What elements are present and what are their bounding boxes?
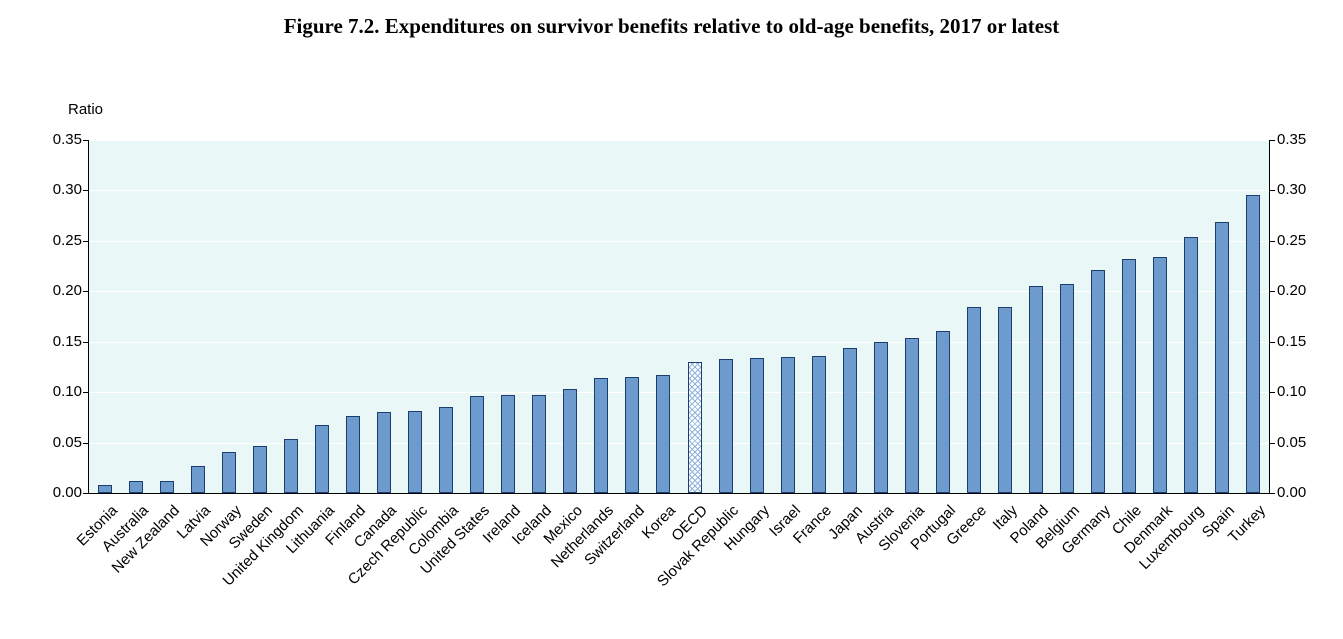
y-axis-title: Ratio [68, 101, 104, 118]
y-tick-label-left: 0.35 [52, 131, 82, 148]
bar-poland [1029, 286, 1044, 493]
y-tick-label-right: 0.35 [1277, 131, 1307, 148]
figure-title: Figure 7.2. Expenditures on survivor ben… [283, 14, 1060, 38]
bar-colombia [439, 407, 454, 493]
bar-czech-republic [408, 411, 423, 493]
bar-norway [221, 451, 236, 493]
gridline [89, 240, 1269, 242]
bar-slovak-republic [718, 358, 733, 493]
y-tick-label-left: 0.00 [52, 484, 82, 501]
y-tick-label-left: 0.25 [52, 231, 82, 249]
y-tick-label-right: 0.20 [1277, 282, 1307, 300]
axis-tick [83, 392, 89, 394]
axis-tick [1269, 190, 1275, 192]
bar-latvia [190, 465, 205, 493]
y-tick-label-left: 0.10 [52, 383, 82, 401]
gridline [89, 140, 1269, 141]
bar-estonia [97, 484, 112, 493]
bar-belgium [1060, 284, 1075, 493]
gridline [89, 392, 1269, 394]
plot-area [83, 140, 1275, 494]
axis-tick [83, 341, 89, 343]
axis-tick [83, 240, 89, 242]
bar-united-kingdom [283, 438, 298, 493]
bar-korea [656, 375, 671, 493]
axis-tick [83, 190, 89, 192]
bar-hungary [749, 357, 764, 493]
axis-tick [1269, 240, 1275, 242]
bar-luxembourg [1184, 236, 1199, 493]
bar-netherlands [594, 378, 609, 493]
y-tick-label-left: 0.15 [52, 332, 82, 350]
bar-slovenia [904, 337, 919, 493]
y-tick-label-right: 0.05 [1277, 433, 1307, 451]
bar-germany [1091, 270, 1106, 493]
y-tick-label-right: 0.25 [1277, 231, 1307, 249]
bar-japan [842, 347, 857, 493]
bar-new-zealand [159, 480, 174, 493]
bar-sweden [252, 445, 267, 493]
axis-tick [1269, 442, 1275, 444]
axis-tick [1269, 341, 1275, 343]
bar-finland [345, 416, 360, 493]
gridline [89, 190, 1269, 192]
bar-portugal [935, 330, 950, 493]
axis-tick [83, 442, 89, 444]
bar-australia [128, 480, 143, 493]
bar-switzerland [625, 377, 640, 493]
bar-greece [967, 307, 981, 493]
bar-italy [998, 307, 1013, 493]
bar-chile [1122, 259, 1137, 493]
bar-oecd [687, 361, 702, 493]
bar-france [811, 355, 826, 493]
gridline [89, 341, 1269, 343]
y-tick-label-left: 0.05 [52, 433, 82, 451]
y-tick-label-left: 0.30 [52, 181, 82, 199]
gridline [89, 291, 1269, 293]
axis-tick [83, 140, 89, 141]
bar-canada [377, 412, 391, 493]
axis-tick [1269, 392, 1275, 394]
bar-ireland [501, 395, 516, 493]
bar-iceland [532, 395, 547, 493]
bar-lithuania [314, 425, 329, 493]
axis-tick [1269, 140, 1275, 141]
bar-turkey [1246, 195, 1261, 493]
axis-tick [83, 493, 89, 494]
gridline [89, 442, 1269, 444]
y-tick-label-right: 0.10 [1277, 383, 1307, 401]
axis-tick [83, 291, 89, 293]
bar-spain [1215, 221, 1230, 493]
bar-israel [780, 356, 795, 493]
axis-tick [1269, 493, 1275, 494]
y-tick-label-left: 0.20 [52, 282, 82, 300]
bar-mexico [563, 389, 578, 493]
y-tick-label-right: 0.00 [1277, 484, 1307, 501]
y-tick-label-right: 0.30 [1277, 181, 1307, 199]
bar-united-states [470, 396, 485, 493]
y-tick-label-right: 0.15 [1277, 332, 1307, 350]
axis-tick [1269, 291, 1275, 293]
bar-austria [873, 341, 888, 493]
bar-denmark [1153, 257, 1168, 493]
